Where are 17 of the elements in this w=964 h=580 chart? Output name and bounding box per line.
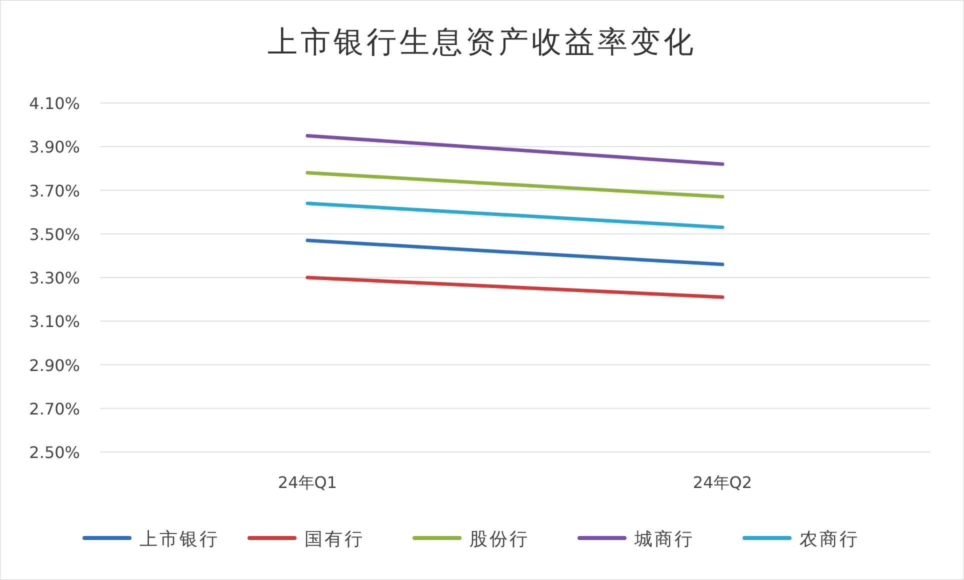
x-tick-label: 24年Q2 [692, 473, 752, 492]
y-tick-label: 4.10% [29, 94, 80, 113]
y-tick-label: 3.30% [29, 268, 80, 288]
y-tick-label: 2.50% [29, 443, 80, 462]
y-tick-label: 3.10% [29, 312, 80, 332]
legend-label: 国有行 [304, 529, 364, 550]
y-tick-label: 3.50% [29, 224, 80, 244]
legend-label: 股份行 [470, 529, 530, 550]
y-tick-label: 2.70% [29, 399, 80, 418]
legend-label: 上市银行 [140, 529, 220, 550]
chart-title: 上市银行生息资产收益率变化 [268, 25, 696, 60]
legend-label: 城商行 [634, 529, 694, 550]
legend-label: 农商行 [800, 529, 860, 550]
y-tick-label: 3.70% [29, 181, 80, 200]
y-tick-label: 2.90% [29, 356, 80, 375]
y-tick-label: 3.90% [29, 138, 80, 157]
x-tick-label: 24年Q1 [278, 473, 338, 492]
